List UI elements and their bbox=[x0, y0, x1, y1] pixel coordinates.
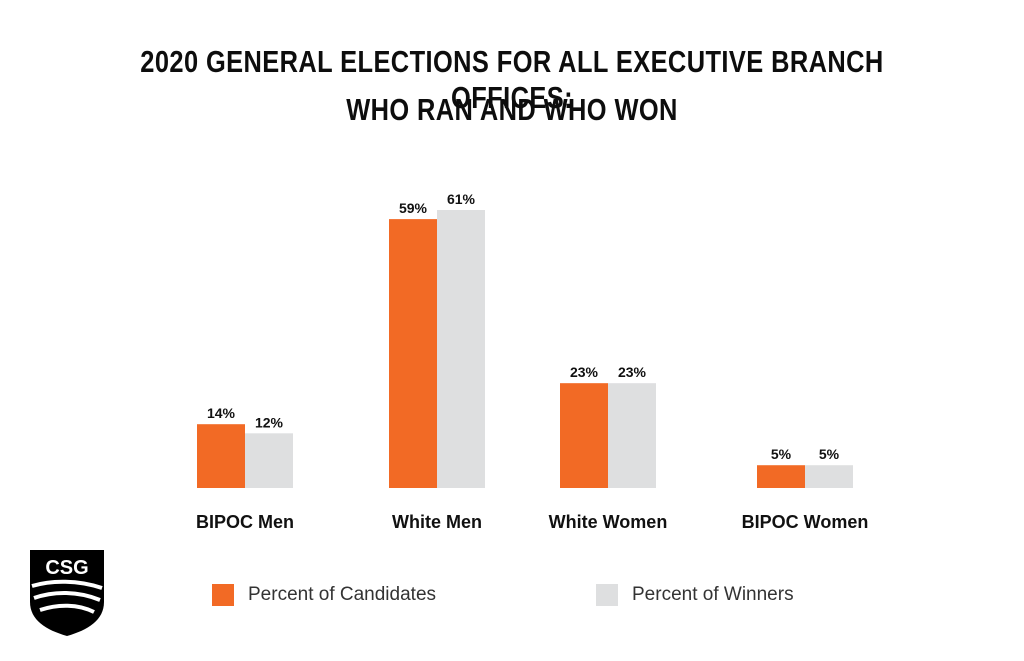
category-label-white-men: White Men bbox=[392, 512, 482, 532]
category-label-white-women: White Women bbox=[549, 512, 668, 532]
bar-winners-white-women bbox=[608, 383, 656, 488]
legend-item-winners: Percent of Winners bbox=[596, 584, 794, 606]
chart-title-line1: 2020 GENERAL ELECTIONS FOR ALL EXECUTIVE… bbox=[140, 44, 884, 115]
legend-swatch-winners bbox=[596, 584, 618, 606]
data-label-candidates-white-women: 23% bbox=[570, 364, 599, 380]
bar-candidates-white-women bbox=[560, 383, 608, 488]
bar-winners-bipoc-women bbox=[805, 465, 853, 488]
data-label-candidates-white-men: 59% bbox=[399, 200, 428, 216]
category-label-bipoc-women: BIPOC Women bbox=[742, 512, 869, 532]
legend-label-candidates: Percent of Candidates bbox=[248, 584, 437, 605]
chart-title-line2: WHO RAN AND WHO WON bbox=[346, 92, 678, 127]
legend-label-winners: Percent of Winners bbox=[632, 584, 794, 605]
bar-candidates-bipoc-women bbox=[757, 465, 805, 488]
data-label-candidates-bipoc-men: 14% bbox=[207, 405, 236, 421]
data-label-winners-bipoc-women: 5% bbox=[819, 446, 840, 462]
legend-item-candidates: Percent of Candidates bbox=[212, 584, 436, 606]
data-label-winners-white-women: 23% bbox=[618, 364, 647, 380]
data-label-winners-white-men: 61% bbox=[447, 191, 476, 207]
bar-candidates-bipoc-men bbox=[197, 424, 245, 488]
bar-winners-white-men bbox=[437, 210, 485, 488]
data-label-candidates-bipoc-women: 5% bbox=[771, 446, 792, 462]
bar-chart: 14% 12% BIPOC Men 59% 61% White Men 23% 23% Whit… bbox=[196, 191, 869, 532]
bar-winners-bipoc-men bbox=[245, 433, 293, 488]
logo-text: CSG bbox=[45, 557, 88, 579]
csg-logo-icon: CSG bbox=[30, 550, 104, 636]
legend-swatch-candidates bbox=[212, 584, 234, 606]
category-label-bipoc-men: BIPOC Men bbox=[196, 512, 294, 532]
bar-candidates-white-men bbox=[389, 219, 437, 489]
data-label-winners-bipoc-men: 12% bbox=[255, 414, 284, 430]
